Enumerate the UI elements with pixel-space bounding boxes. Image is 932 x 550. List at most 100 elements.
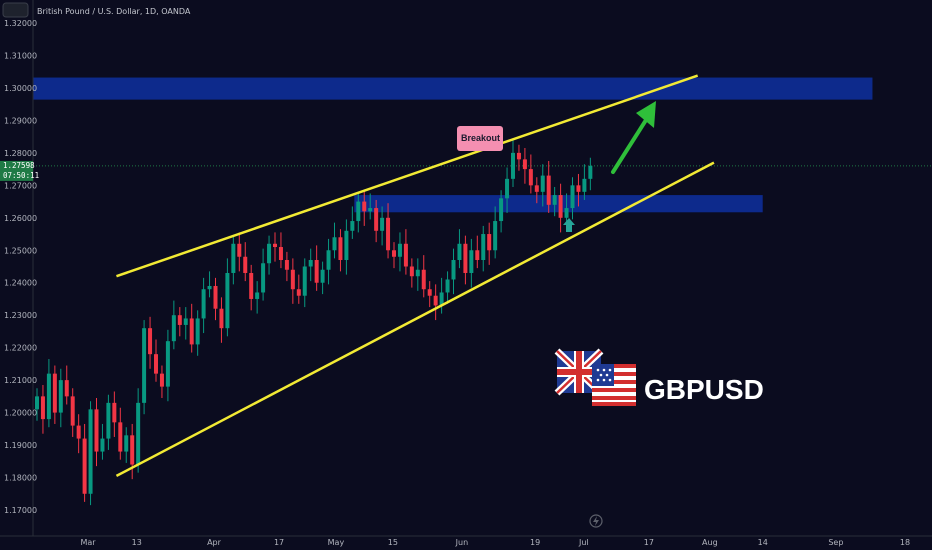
target-arrow [611,101,656,174]
candle-body [582,178,587,192]
candle-body [475,250,480,261]
candle-body [332,237,337,251]
candle-body [392,250,396,257]
candle-body [409,266,414,277]
candle-body [314,260,319,283]
symbol-title: British Pound / U.S. Dollar, 1D, OANDA [37,7,191,16]
candle-body [267,243,272,264]
candle-body [522,159,527,170]
price-tick-label: 1.27000 [4,181,37,190]
candle-body [570,185,575,209]
candle-body [463,243,468,273]
candle-body [52,373,57,413]
price-tick-label: 1.24000 [4,279,37,288]
candle-body [540,175,545,192]
breakout-label-text: Breakout [461,133,500,143]
time-tick-label: May [328,538,345,547]
time-tick-label: Jun [455,538,469,547]
candle-body [350,221,355,231]
time-tick-label: Aug [702,538,718,547]
candle-body [273,243,277,248]
candle-body [225,272,230,329]
price-zones [33,77,873,213]
candle-body [320,269,325,283]
candle-body [433,295,438,306]
price-tick-label: 1.25000 [4,246,37,255]
candle-body [380,217,385,231]
candle-body [284,260,289,270]
price-tick-label: 1.23000 [4,311,37,320]
candle-body [368,208,373,212]
candle-body [302,266,307,296]
candle-body [493,221,498,251]
price-tick-label: 1.29000 [4,116,37,125]
candle-body [118,422,123,452]
candle-body [207,285,212,290]
price-tick-label: 1.26000 [4,214,37,223]
time-axis[interactable]: Mar13Apr17May15Jun19Jul17Aug14Sep18O [80,538,932,547]
channel-line-lower [115,161,715,478]
candle-body [552,195,557,205]
candle-body [64,380,69,397]
candle-body [100,438,105,452]
lightning-icon[interactable] [589,514,603,528]
time-tick-label: 15 [388,538,398,547]
candle-body [576,185,581,192]
price-tick-label: 1.30000 [4,84,37,93]
candle-body [397,243,402,257]
candle-body [231,243,236,273]
candle-body [165,341,170,387]
candle-body [588,165,593,179]
time-tick-label: 17 [644,538,654,547]
candle-body [130,435,135,465]
candle-body [487,234,492,251]
price-tick-label: 1.32000 [4,19,37,28]
candle-body [237,243,242,257]
candle-body [159,373,164,387]
candle-body [40,396,45,420]
price-axis[interactable]: 1.32000 1.31000 1.30000 1.29000 1.28000 1.270… [4,19,37,515]
candle-body [219,308,224,329]
candle-body [469,250,474,273]
candle-body [255,292,260,299]
candle-body [249,272,254,299]
time-tick-label: 13 [132,538,142,547]
time-tick-label: Mar [80,538,96,547]
price-zone [33,77,873,100]
candle-body [112,402,117,423]
candle-body [499,198,504,222]
bounce-marker-icon [563,218,575,232]
candle-body [136,402,141,465]
candle-body [564,208,569,218]
price-axis-bg [0,0,33,550]
candle-body [213,285,218,309]
candle-body [70,396,75,426]
logo-icon[interactable] [2,2,29,18]
candle-body [106,402,111,439]
candle-body [46,373,51,420]
candle-body [201,289,206,319]
candle-body [445,279,450,293]
candle-body [278,247,283,261]
candle-body [439,292,444,306]
candles [35,138,593,506]
channel-line-upper [116,74,699,278]
candle-body [177,315,182,325]
price-tick-label: 1.31000 [4,51,37,60]
price-tick-label: 1.17000 [4,506,37,515]
price-tick-label: 1.18000 [4,474,37,483]
time-tick-label: Sep [828,538,843,547]
channel-lines[interactable] [115,74,715,478]
candle-body [374,208,379,231]
time-tick-label: 18 [900,538,910,547]
candle-body [183,318,188,325]
candle-body [124,435,129,452]
bar-countdown: 07:50:11 [3,171,39,180]
candle-body [356,201,361,222]
candle-body [290,269,295,290]
candle-body [511,152,515,179]
candle-body [481,234,486,261]
candle-body [243,256,248,273]
candle-body [546,175,551,205]
